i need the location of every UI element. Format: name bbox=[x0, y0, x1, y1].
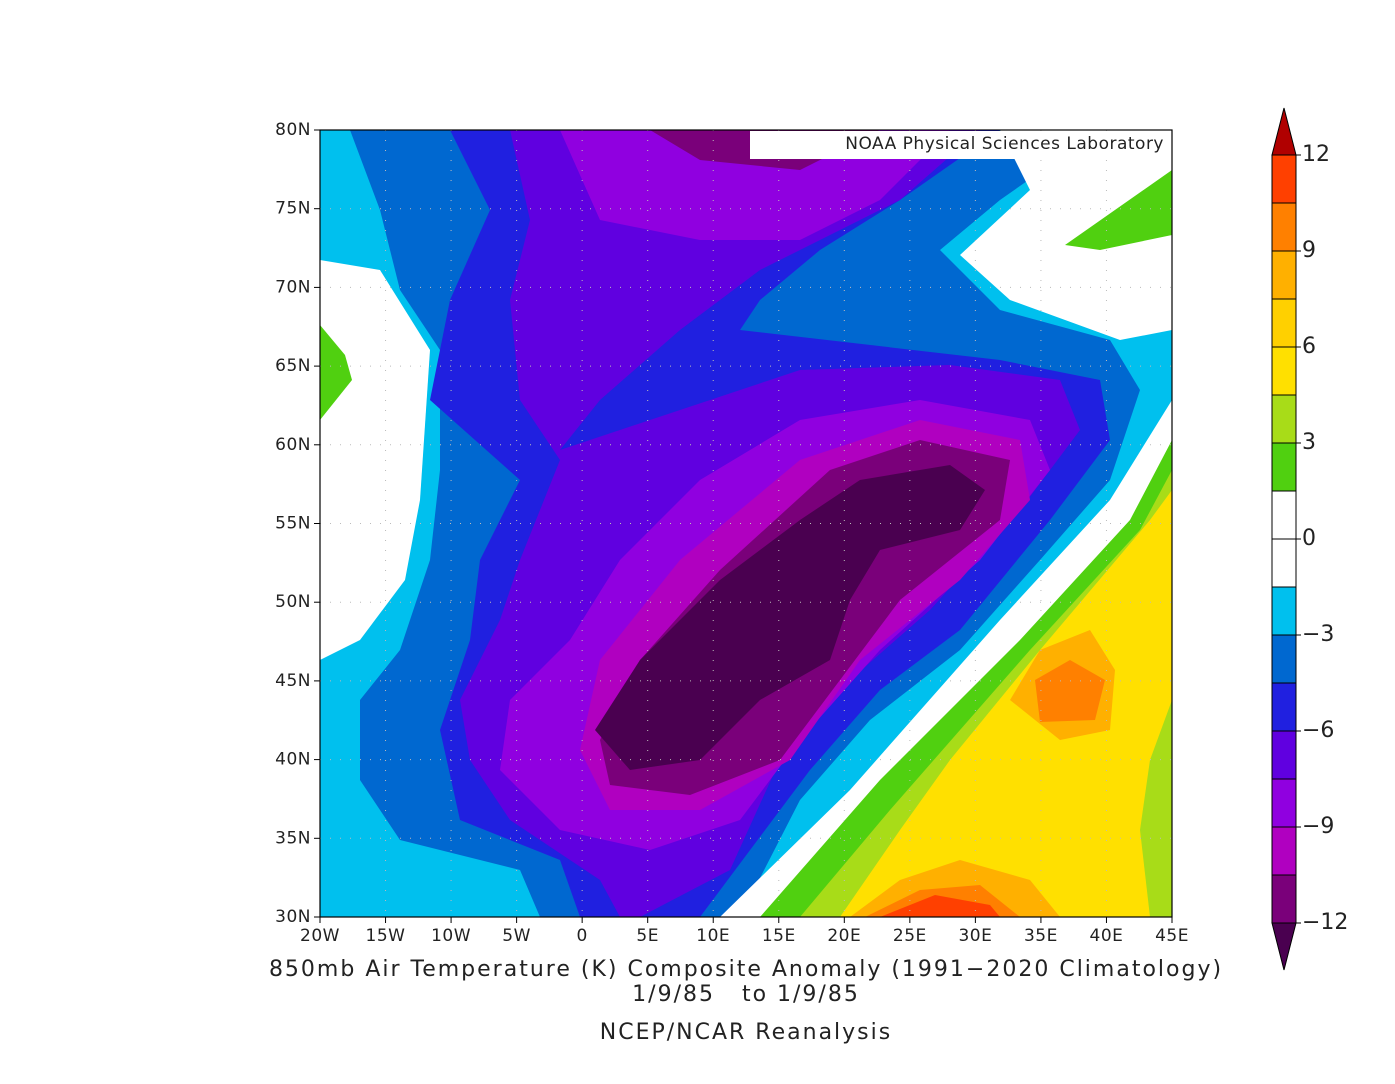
contour-white-west bbox=[320, 260, 430, 660]
x-tick-label: 30E bbox=[958, 926, 992, 946]
colorbar-label: −6 bbox=[1302, 718, 1334, 743]
x-tick-label: 25E bbox=[893, 926, 927, 946]
x-tick-label: 10W bbox=[431, 926, 471, 946]
credit-box bbox=[750, 131, 1170, 159]
x-tick-label: 5W bbox=[502, 926, 531, 946]
colorbar-label: −3 bbox=[1302, 622, 1334, 647]
colorbar-segment bbox=[1271, 442, 1297, 492]
colorbar-label: 12 bbox=[1302, 142, 1330, 167]
y-tick-label: 35N bbox=[275, 828, 311, 848]
colorbar-segment bbox=[1271, 634, 1297, 684]
y-tick-label: 45N bbox=[275, 671, 311, 691]
y-tick-label: 70N bbox=[275, 277, 311, 297]
colorbar-segment bbox=[1271, 826, 1297, 876]
colorbar-segment bbox=[1271, 154, 1297, 204]
y-tick-label: 80N bbox=[275, 120, 311, 140]
y-tick-label: 30N bbox=[275, 907, 311, 927]
colorbar-over bbox=[1271, 107, 1297, 156]
colorbar-segment bbox=[1271, 298, 1297, 348]
contour-red bbox=[880, 895, 1000, 917]
contour-darkest bbox=[595, 465, 985, 770]
colorbar-segment bbox=[1271, 202, 1297, 252]
x-tick-label: 20E bbox=[827, 926, 861, 946]
colorbar-segment bbox=[1271, 778, 1297, 828]
contour-yellow bbox=[840, 490, 1172, 917]
colorbar-segment bbox=[1271, 682, 1297, 732]
colorbar-under bbox=[1271, 922, 1297, 971]
x-tick-label: 35E bbox=[1024, 926, 1058, 946]
colorbar-label: 3 bbox=[1302, 430, 1316, 455]
colorbar-label: 6 bbox=[1302, 334, 1316, 359]
colorbar-label: 9 bbox=[1302, 238, 1316, 263]
colorbar-segment bbox=[1271, 394, 1297, 444]
map-title: 850mb Air Temperature (K) Composite Anom… bbox=[269, 957, 1223, 982]
plot-frame bbox=[319, 129, 1173, 918]
colorbar: −12 −9 −6 −3 0 3 6 9 12 bbox=[1271, 107, 1348, 971]
colorbar-segment bbox=[1271, 730, 1297, 780]
anomaly-field bbox=[320, 130, 1172, 917]
colorbar-segment bbox=[1271, 538, 1297, 588]
y-tick-label: 50N bbox=[275, 592, 311, 612]
colorbar-segment bbox=[1271, 490, 1297, 540]
colorbar-segment bbox=[1271, 586, 1297, 636]
x-tick-label: 15W bbox=[366, 926, 406, 946]
y-tick-label: 75N bbox=[275, 199, 311, 219]
contour-green-west bbox=[320, 325, 352, 420]
x-tick-label: 5E bbox=[636, 926, 659, 946]
y-tick-label: 55N bbox=[275, 514, 311, 534]
colorbar-label: 0 bbox=[1302, 526, 1316, 551]
colorbar-label: −12 bbox=[1302, 910, 1348, 935]
date-range: 1/9/85 to 1/9/85 bbox=[632, 982, 860, 1007]
x-tick-label: 15E bbox=[762, 926, 796, 946]
x-tick-label: 0 bbox=[576, 926, 587, 946]
x-tick-label: 10E bbox=[696, 926, 730, 946]
colorbar-segment bbox=[1271, 874, 1297, 924]
colorbar-segment bbox=[1271, 250, 1297, 300]
grid bbox=[314, 129, 1173, 923]
y-tick-label: 40N bbox=[275, 750, 311, 770]
colorbar-label: −9 bbox=[1302, 814, 1334, 839]
x-tick-label: 45E bbox=[1155, 926, 1189, 946]
y-tick-label: 60N bbox=[275, 435, 311, 455]
x-tick-label: 40E bbox=[1090, 926, 1124, 946]
contour-orange bbox=[865, 660, 1105, 917]
y-tick-label: 65N bbox=[275, 356, 311, 376]
colorbar-segment bbox=[1271, 346, 1297, 396]
source: NCEP/NCAR Reanalysis bbox=[600, 1020, 892, 1045]
credit: NOAA Physical Sciences Laboratory bbox=[845, 134, 1164, 154]
x-tick-label: 20W bbox=[300, 926, 340, 946]
